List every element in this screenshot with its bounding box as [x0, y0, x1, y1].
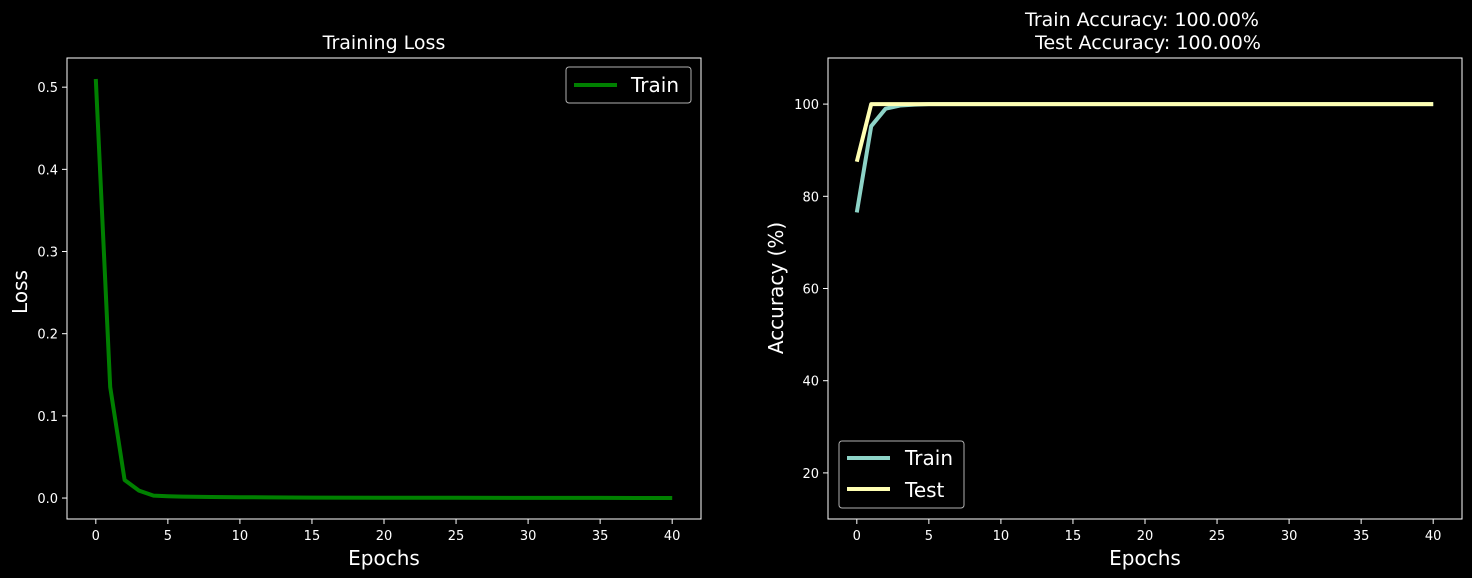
- loss-ytick-label: 0.1: [37, 410, 58, 425]
- accuracy-xtick-label: 25: [1209, 529, 1226, 544]
- loss-xtick-label: 20: [376, 529, 393, 544]
- loss-chart-legend: Train: [566, 67, 691, 103]
- accuracy-chart-ylabel: Accuracy (%): [764, 222, 788, 354]
- accuracy-xtick-label: 30: [1281, 529, 1298, 544]
- accuracy-legend-test-label: Test: [904, 478, 945, 502]
- loss-xtick-label: 25: [448, 529, 465, 544]
- accuracy-chart-title-line1: Train Accuracy: 100.00%: [1024, 9, 1259, 31]
- accuracy-xtick-label: 5: [925, 529, 933, 544]
- accuracy-chart-legend: Train Test: [839, 441, 964, 508]
- loss-chart-ylabel: Loss: [8, 270, 32, 314]
- loss-xtick-label: 15: [304, 529, 321, 544]
- loss-xtick-label: 0: [92, 529, 100, 544]
- loss-xtick-label: 35: [592, 529, 609, 544]
- loss-ytick-label: 0.2: [37, 328, 58, 343]
- accuracy-xtick-label: 40: [1425, 529, 1442, 544]
- loss-chart-title: Training Loss: [322, 32, 446, 54]
- loss-chart-xlabel: Epochs: [348, 546, 420, 570]
- accuracy-ytick-label: 100: [794, 98, 819, 113]
- accuracy-legend-train-label: Train: [904, 446, 953, 470]
- accuracy-xtick-label: 0: [853, 529, 861, 544]
- loss-xtick-label: 10: [232, 529, 249, 544]
- accuracy-ytick-label: 20: [802, 467, 819, 482]
- loss-ytick-label: 0.0: [37, 492, 58, 507]
- accuracy-ytick-label: 40: [802, 375, 819, 390]
- accuracy-ytick-label: 60: [802, 283, 819, 298]
- accuracy-xtick-label: 20: [1137, 529, 1154, 544]
- accuracy-chart-title-line2: Test Accuracy: 100.00%: [1034, 32, 1261, 54]
- accuracy-xtick-label: 35: [1353, 529, 1370, 544]
- loss-ytick-label: 0.4: [37, 163, 58, 178]
- loss-ytick-label: 0.3: [37, 246, 58, 261]
- loss-ytick-label: 0.5: [37, 81, 58, 96]
- loss-xtick-label: 40: [664, 529, 681, 544]
- accuracy-chart-xlabel: Epochs: [1109, 546, 1181, 570]
- loss-legend-train-label: Train: [630, 73, 679, 97]
- accuracy-xtick-label: 10: [993, 529, 1010, 544]
- accuracy-ytick-label: 80: [802, 190, 819, 205]
- loss-xtick-label: 5: [164, 529, 172, 544]
- accuracy-xtick-label: 15: [1065, 529, 1082, 544]
- loss-xtick-label: 30: [520, 529, 537, 544]
